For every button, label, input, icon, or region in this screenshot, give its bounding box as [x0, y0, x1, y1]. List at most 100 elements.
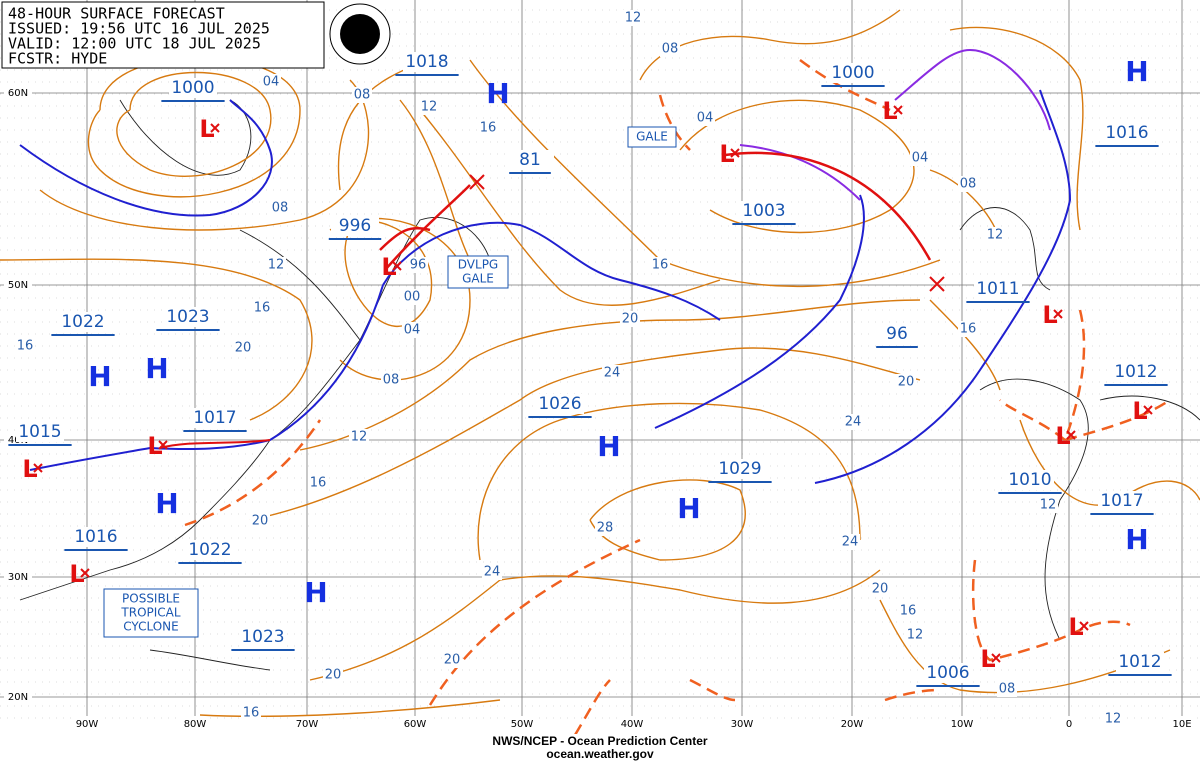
pressure-label: 1016 — [1105, 123, 1148, 143]
pressure-label: 1003 — [742, 201, 785, 221]
isobar-label-bg — [323, 667, 343, 683]
isobar-label: 24 — [604, 366, 621, 381]
pressure-label-bg — [16, 422, 64, 442]
low-x-marker — [1053, 309, 1063, 319]
pressure-label: 996 — [339, 216, 371, 236]
header-valid: VALID: 12:00 UTC 18 JUL 2025 — [8, 35, 261, 53]
pressure-label-bg — [1006, 470, 1054, 490]
longitude-label: 80W — [184, 719, 207, 730]
isobar-label: 08 — [999, 682, 1016, 697]
pressure-label-bg — [1103, 123, 1151, 143]
isobar-label: 12 — [1040, 498, 1057, 513]
isobar-label-bg — [896, 374, 916, 390]
longitude-label-bg — [1054, 717, 1084, 731]
isobar-label: 96 — [410, 258, 427, 273]
isobar-label: 28 — [597, 521, 614, 536]
isobar-label-bg — [620, 311, 640, 327]
isobar-label-bg — [1038, 497, 1058, 513]
isobar-label: 24 — [845, 415, 862, 430]
header-title: 48-HOUR SURFACE FORECAST — [8, 5, 225, 23]
longitude-label: 40W — [621, 719, 644, 730]
isobar-label-bg — [985, 227, 1005, 243]
isobar-label-bg — [650, 257, 670, 273]
footer-bg — [470, 734, 732, 762]
pressure-label: 1016 — [74, 527, 117, 547]
isobar-label: 12 — [268, 258, 285, 273]
low-x-marker — [1066, 430, 1076, 440]
isobar-label-bg — [958, 321, 978, 337]
isobar-label-bg — [843, 414, 863, 430]
pressure-label-bg — [164, 307, 212, 327]
pressure-label: 1015 — [18, 422, 61, 442]
header-issued: ISSUED: 19:56 UTC 16 JUL 2025 — [8, 20, 270, 38]
isobar-label-bg — [910, 150, 930, 166]
pressure-label: 1017 — [193, 408, 236, 428]
low-center: L — [69, 560, 84, 588]
isobar-label: 12 — [1105, 712, 1122, 727]
low-x-marker — [1079, 621, 1089, 631]
high-center: H — [155, 487, 178, 520]
tropical-label: POSSIBLE — [122, 592, 180, 606]
high-center: H — [145, 352, 168, 385]
pressure-label: 1023 — [166, 307, 209, 327]
pressure-label: 1022 — [188, 540, 231, 560]
isobar-label: 24 — [842, 535, 859, 550]
isobar-label: 00 — [404, 290, 421, 305]
pressure-label-bg — [873, 324, 921, 344]
latitude-label: 20N — [8, 692, 28, 703]
low-x-marker — [80, 568, 90, 578]
gale-label: GALE — [636, 130, 668, 144]
header-forecaster: FCSTR: HYDE — [8, 50, 107, 68]
high-center: H — [1125, 55, 1148, 88]
low-center: L — [882, 97, 897, 125]
isobar-label: 04 — [697, 111, 714, 126]
high-center: H — [88, 360, 111, 393]
isobar-label: 20 — [235, 341, 252, 356]
longitude-label: 10E — [1172, 719, 1191, 730]
isobar-label: 08 — [662, 42, 679, 57]
isobar-label-bg — [261, 74, 281, 90]
pressure-label: 1018 — [405, 52, 448, 72]
labels: 60N50N40N30N20N90W80W70W60W50W40W30W20W1… — [4, 10, 1197, 731]
isobar-label-bg — [958, 176, 978, 192]
latitude-label-bg — [4, 86, 32, 100]
longitude-label: 60W — [404, 719, 427, 730]
isobar-label-bg — [402, 322, 422, 338]
isobar-label: 04 — [263, 75, 280, 90]
longitude-label: 10W — [951, 719, 974, 730]
longitude-label-bg — [507, 717, 537, 731]
high-center: H — [677, 492, 700, 525]
isobar-label-bg — [270, 200, 290, 216]
pressure-label-bg — [1112, 362, 1160, 382]
isobar-label-bg — [623, 10, 643, 26]
low-x-marker — [991, 653, 1001, 663]
dvlpg-gale-box — [447, 255, 509, 289]
isobar-label: 08 — [272, 201, 289, 216]
footer-agency: NWS/NCEP - Ocean Prediction Center — [492, 734, 707, 748]
longitude-label-bg — [1167, 717, 1197, 731]
isobar-label: 20 — [898, 375, 915, 390]
isobar-label: 24 — [484, 565, 501, 580]
gale-box — [627, 126, 677, 148]
low-center: L — [980, 645, 995, 673]
low-center: L — [719, 140, 734, 168]
longitude-label-bg — [727, 717, 757, 731]
isobar-label-bg — [266, 257, 286, 273]
pressure-label-bg — [924, 663, 972, 683]
isobar-label: 12 — [987, 228, 1004, 243]
latitude-label: 60N — [8, 88, 28, 99]
isobar-label: 12 — [421, 100, 438, 115]
isobar-label-bg — [660, 41, 680, 57]
dvlpg-label: GALE — [462, 272, 494, 286]
longitude-label-bg — [400, 717, 430, 731]
high-center: H — [1125, 523, 1148, 556]
pressure-label-bg — [186, 540, 234, 560]
pressure-label-bg — [1098, 491, 1146, 511]
low-center: L — [199, 115, 214, 143]
noaa-logo-inner — [340, 14, 380, 54]
isobar-label-bg — [482, 564, 502, 580]
pressure-label: 1012 — [1114, 362, 1157, 382]
tropical-label: CYCLONE — [123, 620, 178, 634]
isobar-label-bg — [250, 513, 270, 529]
